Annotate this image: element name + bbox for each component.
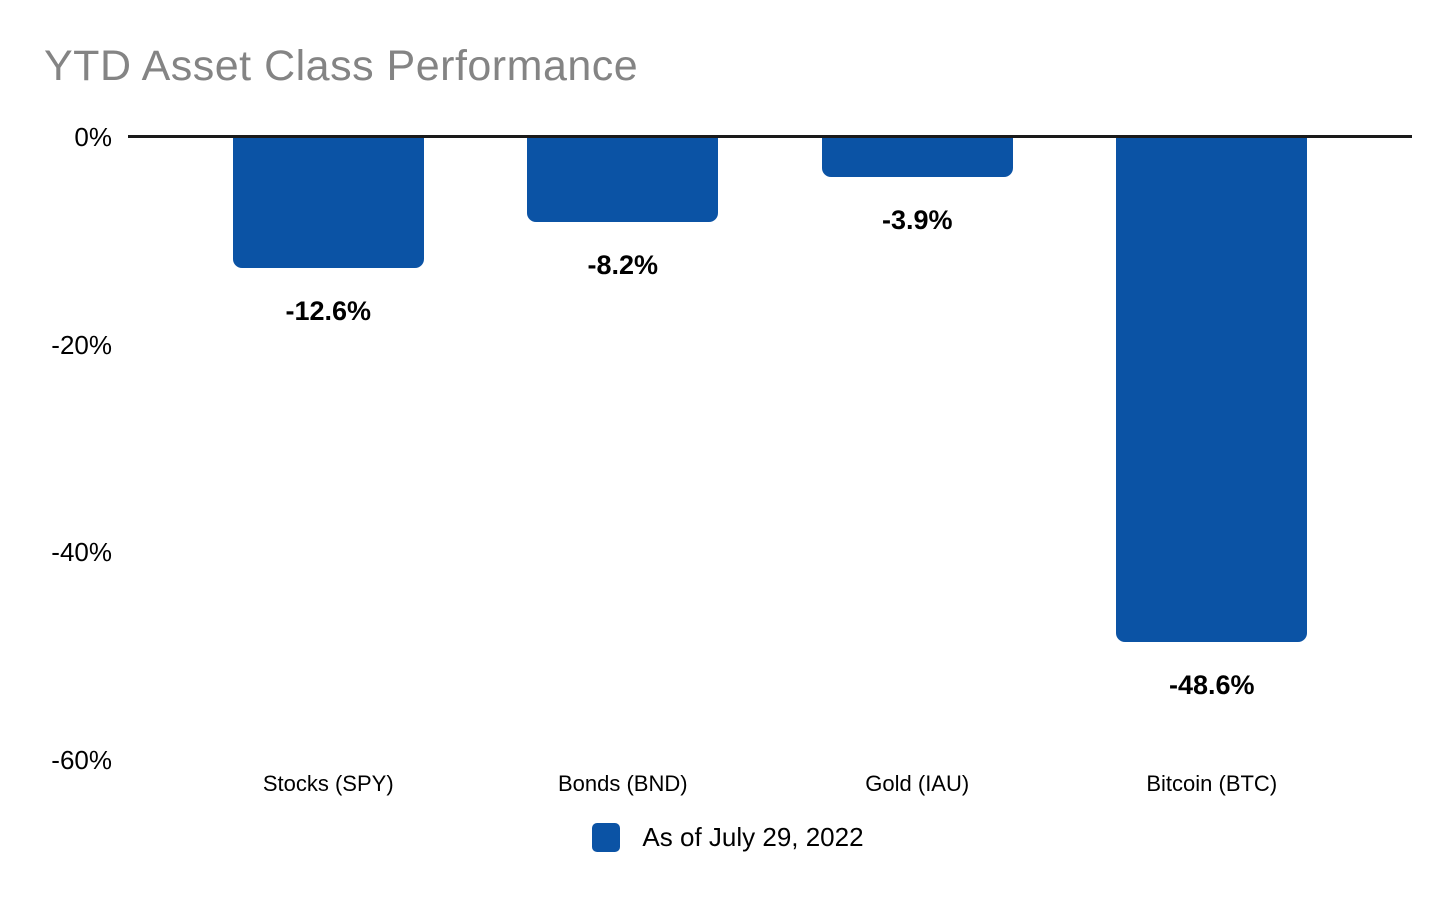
y-axis-tick-label: -40% bbox=[51, 537, 112, 568]
zero-axis-line bbox=[128, 135, 1412, 138]
x-axis-category-label: Stocks (SPY) bbox=[262, 771, 394, 796]
bar-bitcoin-btc bbox=[1116, 138, 1308, 642]
legend-label: As of July 29, 2022 bbox=[642, 822, 864, 852]
chart-title: YTD Asset Class Performance bbox=[44, 42, 639, 90]
y-axis-tick-label: -60% bbox=[51, 744, 112, 775]
x-axis-category-label: Bonds (BND) bbox=[557, 771, 688, 796]
legend-swatch bbox=[592, 823, 621, 852]
x-axis-category-label: Bitcoin (BTC) bbox=[1146, 771, 1278, 796]
bar-value-label: -8.2% bbox=[587, 250, 659, 281]
bar-value-label: -12.6% bbox=[285, 295, 372, 326]
bar-bonds-bnd bbox=[527, 138, 719, 223]
bar-gold-iau bbox=[821, 138, 1013, 178]
legend: As of July 29, 2022 bbox=[0, 822, 1456, 853]
y-axis-tick-label: 0% bbox=[74, 122, 112, 152]
x-axis-category-label: Gold (IAU) bbox=[865, 771, 970, 796]
bar-value-label: -3.9% bbox=[881, 205, 953, 236]
y-axis-tick-label: -20% bbox=[51, 329, 112, 360]
bar-value-label: -48.6% bbox=[1168, 669, 1255, 700]
bar-stocks-spy bbox=[232, 138, 424, 268]
